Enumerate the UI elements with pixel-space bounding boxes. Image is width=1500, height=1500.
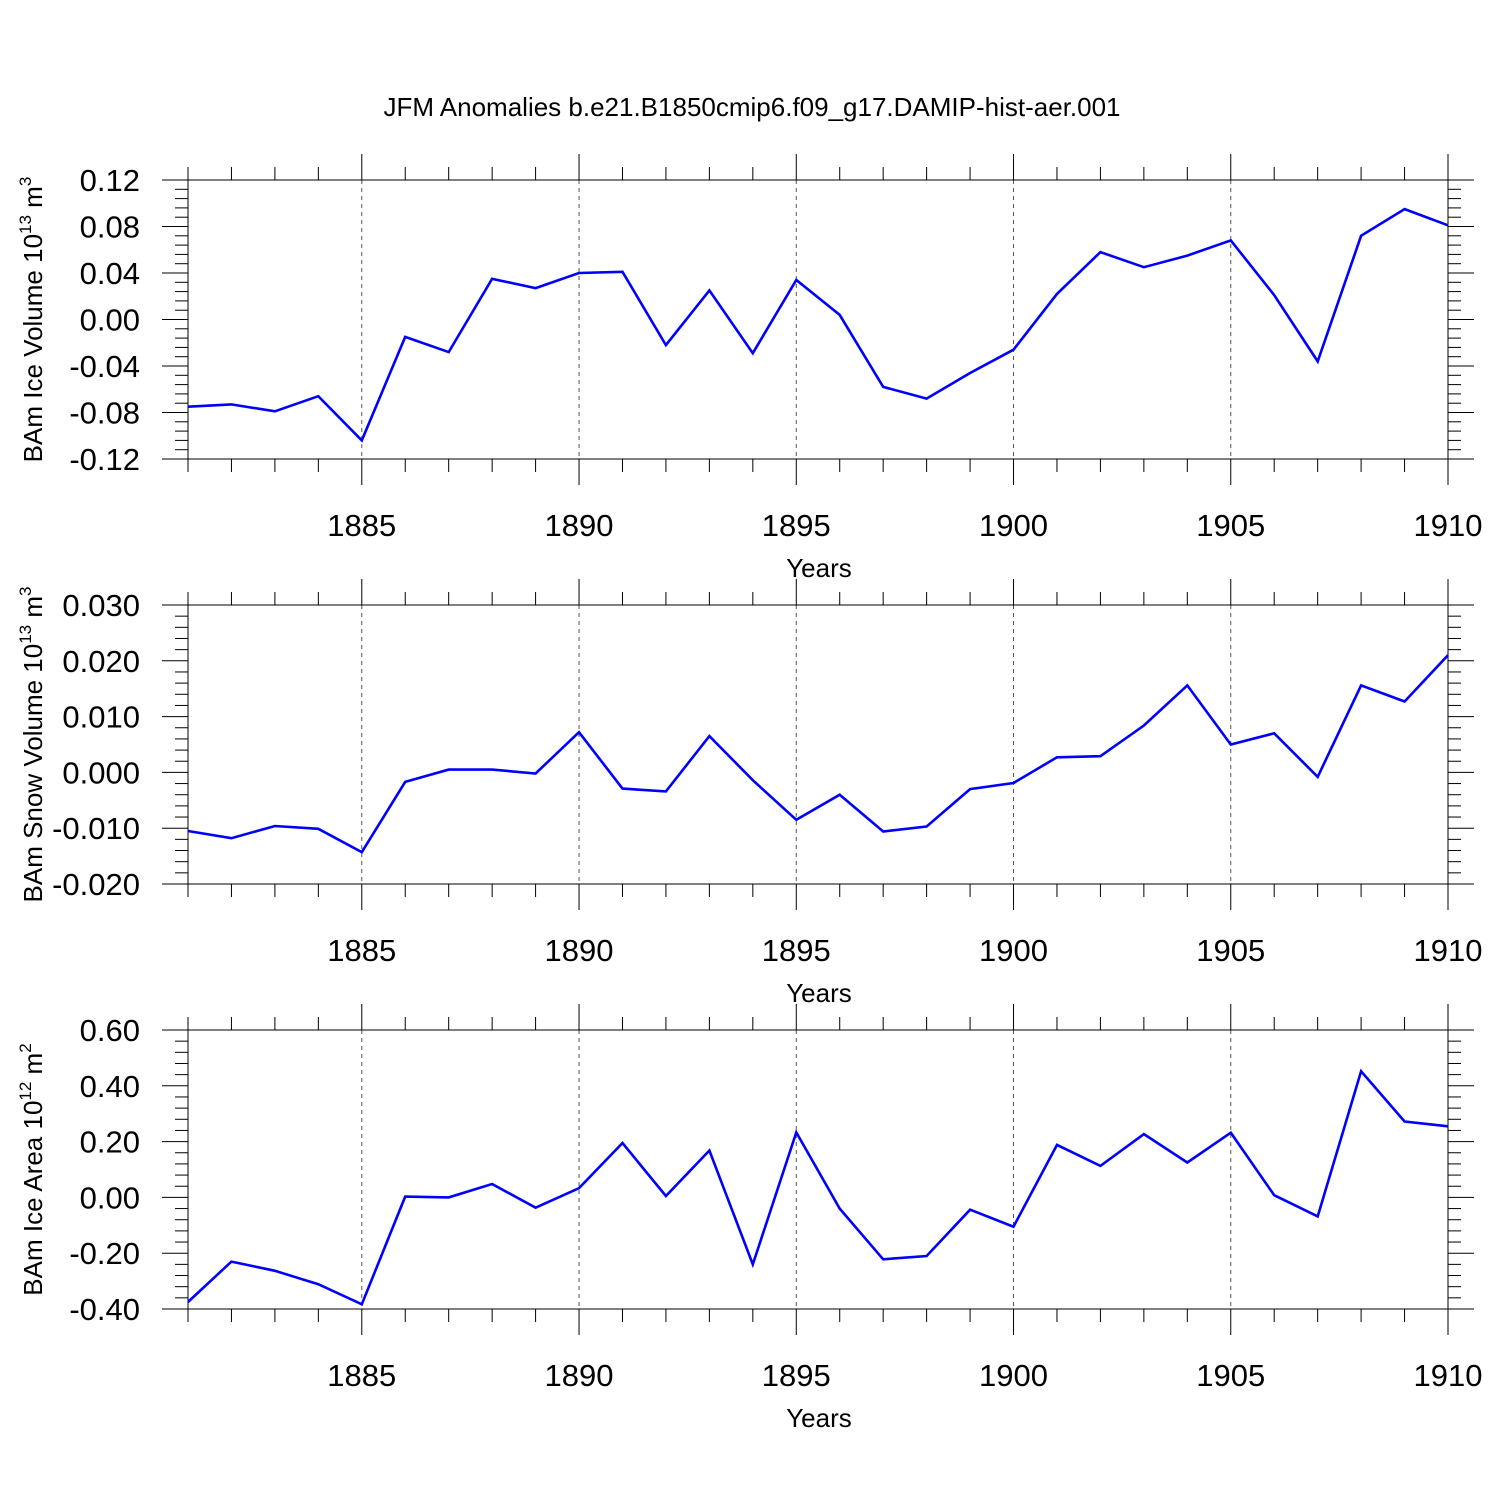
y-tick-label: 0.40 (80, 1069, 140, 1104)
y-axis-title-exponent: 13 (16, 625, 35, 644)
y-tick-label: 0.04 (80, 256, 140, 291)
series-line (187, 654, 1449, 854)
y-axis-title-main: BAm Ice Area 10 (18, 1101, 48, 1296)
series-line (187, 1068, 1449, 1307)
y-axis-title: BAm Ice Volume 1013 m3 (16, 177, 48, 463)
y-axis-title-unit: m (18, 186, 48, 215)
y-tick-label: 0.00 (80, 303, 140, 338)
plot-frame (187, 179, 1449, 460)
panels: 1885 1890 1895 1900 1905 1910 -0.12 -0.08 -0.04 0… (16, 154, 1482, 1433)
plot-frame (187, 1029, 1449, 1310)
x-tick-label: 1910 (1414, 1358, 1483, 1393)
y-tick-label: 0.20 (80, 1125, 140, 1160)
panel-2: 1885 1890 1895 1900 1905 1910 -0.020 -0.010 0.00… (16, 579, 1482, 1008)
y-tick-label: 0.60 (80, 1013, 140, 1048)
y-tick-label: -0.20 (69, 1236, 140, 1271)
y-tick-label: -0.04 (69, 349, 140, 384)
y-tick-label: -0.020 (52, 867, 140, 902)
x-tick-label: 1885 (327, 933, 396, 968)
y-tick-label: 0.12 (80, 163, 140, 198)
y-axis-title-exponent: 12 (16, 1082, 35, 1101)
x-tick-label: 1890 (545, 1358, 614, 1393)
x-axis-title: Years (786, 1403, 852, 1433)
y-axis-title-unit-exponent: 3 (16, 177, 35, 186)
x-tick-label: 1890 (545, 508, 614, 543)
x-tick-label: 1910 (1414, 933, 1483, 968)
x-tick-label: 1895 (762, 508, 831, 543)
panel-3: 1885 1890 1895 1900 1905 1910 -0.40 -0.20 0.00 0.… (16, 1004, 1482, 1433)
y-axis-title-unit-exponent: 3 (16, 587, 35, 596)
y-axis-title-unit: m (18, 1053, 48, 1082)
panel-1: 1885 1890 1895 1900 1905 1910 -0.12 -0.08 -0.04 0… (16, 154, 1482, 583)
x-tick-label: 1900 (979, 1358, 1048, 1393)
y-tick-label: -0.12 (69, 442, 140, 477)
x-tick-label: 1890 (545, 933, 614, 968)
x-tick-label: 1900 (979, 508, 1048, 543)
y-axis-title: BAm Ice Area 1012 m2 (16, 1043, 48, 1295)
y-tick-label: 0.00 (80, 1180, 140, 1215)
x-axis-title: Years (786, 553, 852, 583)
x-tick-label: 1900 (979, 933, 1048, 968)
y-axis-title-exponent: 13 (16, 215, 35, 234)
plot-frame (187, 604, 1449, 885)
x-axis-title: Years (786, 978, 852, 1008)
y-axis-title-main: BAm Snow Volume 10 (18, 644, 48, 903)
y-tick-label: -0.010 (52, 811, 140, 846)
y-tick-label: -0.08 (69, 396, 140, 431)
y-axis-title-main: BAm Ice Volume 10 (18, 234, 48, 462)
y-tick-label: -0.40 (69, 1292, 140, 1327)
x-tick-label: 1910 (1414, 508, 1483, 543)
x-tick-label: 1895 (762, 933, 831, 968)
x-tick-label: 1905 (1196, 1358, 1265, 1393)
series-line (187, 207, 1449, 443)
chart-title: JFM Anomalies b.e21.B1850cmip6.f09_g17.D… (383, 92, 1120, 122)
y-tick-label: 0.010 (62, 700, 140, 735)
y-axis-title-unit: m (18, 596, 48, 625)
y-tick-label: 0.020 (62, 644, 140, 679)
x-tick-label: 1895 (762, 1358, 831, 1393)
x-tick-label: 1885 (327, 508, 396, 543)
x-tick-label: 1905 (1196, 508, 1265, 543)
y-tick-label: 0.000 (62, 755, 140, 790)
y-axis-title-unit-exponent: 2 (16, 1043, 35, 1052)
y-tick-label: 0.030 (62, 588, 140, 623)
x-tick-label: 1905 (1196, 933, 1265, 968)
y-axis-title: BAm Snow Volume 1013 m3 (16, 587, 48, 903)
y-tick-label: 0.08 (80, 210, 140, 245)
x-tick-label: 1885 (327, 1358, 396, 1393)
